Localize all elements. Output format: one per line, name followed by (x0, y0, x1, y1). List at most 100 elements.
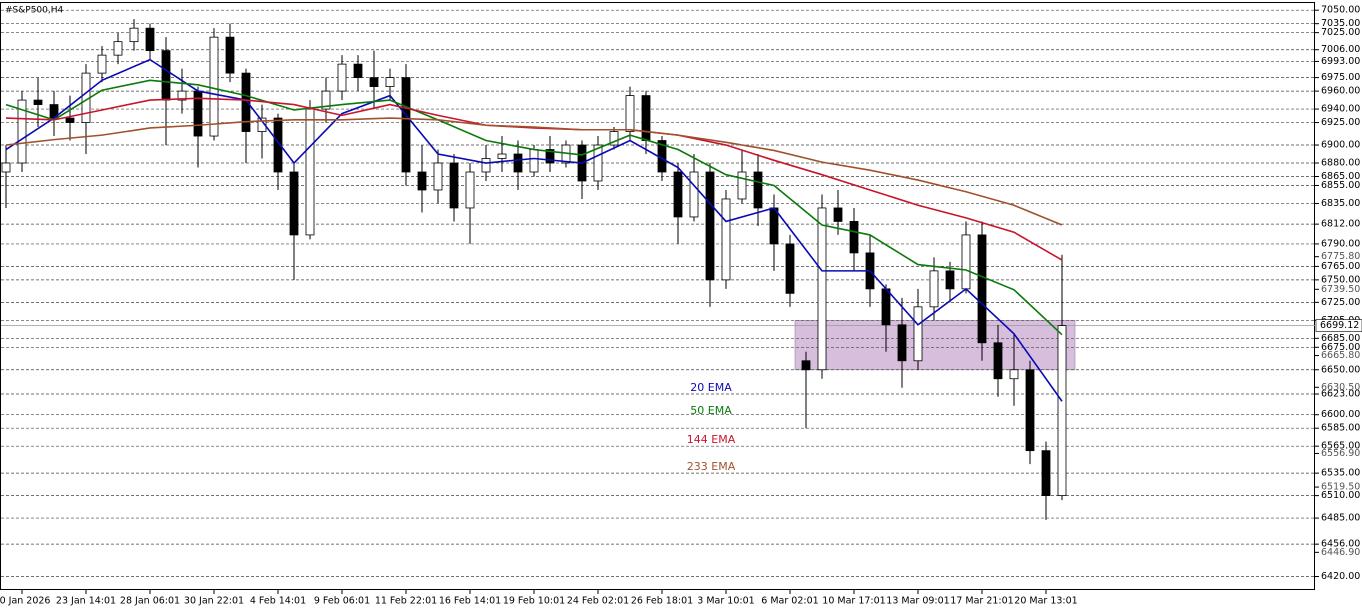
candle-body (977, 234, 987, 344)
candle-body (545, 149, 555, 164)
ema-line (5, 97, 1063, 261)
y-tick-label: 6880.00 (1321, 158, 1360, 169)
y-tick-label: 6750.00 (1321, 274, 1360, 285)
candle-body (913, 306, 923, 362)
x-tick-label: 23 Jan 14:01 (56, 596, 116, 607)
y-tick-label: 6940.00 (1321, 104, 1360, 115)
x-tick-label: 26 Feb 18:01 (631, 596, 693, 607)
x-tick-label: 28 Jan 06:01 (120, 596, 180, 607)
x-tick-label: 4 Feb 14:01 (250, 596, 306, 607)
candle-body (833, 207, 843, 222)
candle-body (529, 149, 539, 173)
x-tick-label: 24 Feb 02:01 (567, 596, 629, 607)
candle-body (113, 41, 123, 56)
candle-body (897, 324, 907, 362)
y-tick-label: 6675.00 (1321, 342, 1360, 353)
candle-body (337, 63, 347, 92)
legend-label: 233 EMA (687, 460, 736, 473)
y-tick-label: 6630.50 (1321, 382, 1360, 393)
legend-label: 144 EMA (687, 433, 736, 446)
y-tick-label: 6420.00 (1321, 571, 1360, 582)
y-tick-label: 6900.00 (1321, 140, 1360, 151)
candle-body (17, 99, 27, 164)
x-tick-label: 20 Mar 13:01 (1014, 596, 1077, 607)
candle-body (257, 117, 267, 132)
y-tick-label: 6600.00 (1321, 409, 1360, 420)
candle-body (513, 153, 523, 173)
candle-body (481, 158, 491, 173)
x-tick-label: 16 Feb 14:01 (439, 596, 501, 607)
y-tick-label: 6665.80 (1321, 350, 1360, 361)
y-tick-label: 6960.00 (1321, 86, 1360, 97)
x-tick-label: 10 Mar 17:01 (822, 596, 885, 607)
candle-body (209, 36, 219, 137)
candle-body (721, 198, 731, 281)
candle-body (689, 171, 699, 218)
candle-body (769, 207, 779, 245)
y-tick-label: 6739.50 (1321, 284, 1360, 295)
candle-body (161, 50, 171, 101)
candle-body (369, 77, 379, 88)
candle-body (817, 207, 827, 371)
y-tick-label: 6865.00 (1321, 171, 1360, 182)
y-tick-label: 7050.00 (1321, 5, 1360, 16)
candle-body (225, 36, 235, 74)
y-tick-label: 6456.00 (1321, 539, 1360, 550)
y-tick-label: 6519.50 (1321, 482, 1360, 493)
candle-body (497, 153, 507, 159)
current-price-box (1315, 319, 1362, 332)
ema-line (5, 79, 1063, 336)
y-tick-label: 6510.00 (1321, 490, 1360, 501)
candle-body (385, 77, 395, 88)
candle-body (1, 162, 11, 173)
y-tick-label: 6775.80 (1321, 251, 1360, 262)
x-tick-label: 17 Mar 21:01 (950, 596, 1013, 607)
candle-body (785, 243, 795, 294)
candle-body (753, 171, 763, 209)
candle-body (1041, 450, 1051, 497)
candle-body (705, 171, 715, 281)
y-tick-label: 6535.00 (1321, 468, 1360, 479)
candle-body (241, 72, 251, 132)
y-tick-label: 6650.00 (1321, 364, 1360, 375)
y-tick-label: 6685.00 (1321, 333, 1360, 344)
candle-body (65, 117, 75, 123)
x-tick-label: 20 Jan 2026 (0, 596, 50, 607)
candle-body (929, 270, 939, 308)
legend-label: 50 EMA (690, 404, 732, 417)
candle-body (1057, 325, 1067, 497)
candle-body (417, 171, 427, 191)
x-tick-label: 30 Jan 22:01 (184, 596, 244, 607)
candle-body (321, 90, 331, 110)
y-tick-label: 6585.00 (1321, 423, 1360, 434)
candle-body (289, 171, 299, 236)
plot-frame (0, 2, 1315, 590)
y-tick-label: 6790.00 (1321, 238, 1360, 249)
candle-body (881, 288, 891, 326)
candle-body (449, 162, 459, 209)
candle-body (97, 54, 107, 74)
y-tick-label: 6623.00 (1321, 389, 1360, 400)
y-tick-label: 6835.00 (1321, 198, 1360, 209)
candle-body (993, 342, 1003, 380)
ema-line (5, 58, 1063, 402)
candle-body (961, 234, 971, 290)
chart-title: #S&P500,H4 (5, 6, 64, 16)
y-tick-label: 6993.00 (1321, 56, 1360, 67)
ema-line (5, 117, 1063, 226)
y-tick-label: 7006.00 (1321, 44, 1360, 55)
zone (794, 320, 1076, 371)
candle-body (129, 27, 139, 43)
candle-body (801, 360, 811, 371)
y-tick-label: 6855.00 (1321, 180, 1360, 191)
x-tick-label: 11 Feb 22:01 (375, 596, 437, 607)
candle-body (465, 171, 475, 209)
candle-body (305, 108, 315, 236)
y-tick-label: 6556.90 (1321, 448, 1360, 459)
candle-body (1025, 369, 1035, 452)
candle-body (593, 144, 603, 182)
candle-body (433, 162, 443, 191)
y-tick-label: 6925.00 (1321, 117, 1360, 128)
